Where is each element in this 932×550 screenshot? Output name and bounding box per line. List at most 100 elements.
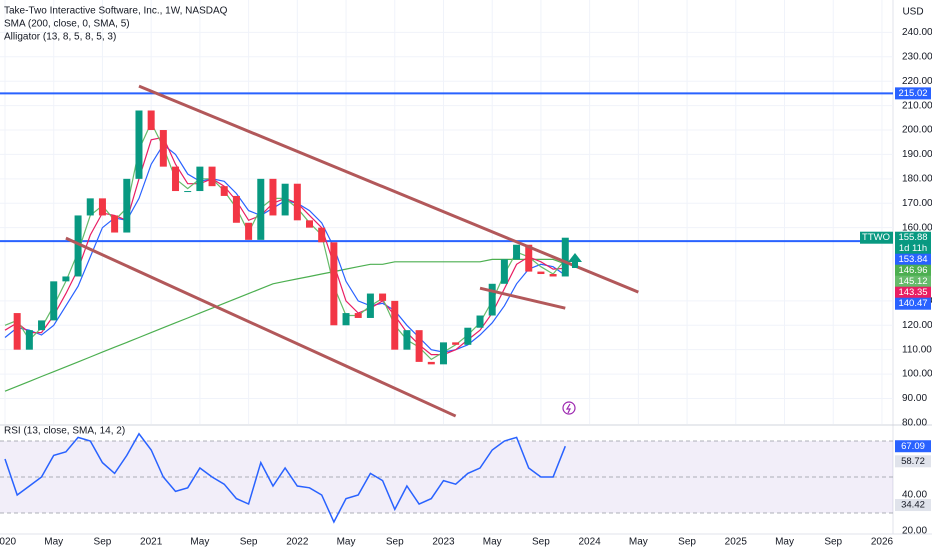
y-tick-label: 160.00	[902, 222, 932, 233]
price-tag	[895, 253, 931, 266]
price-pane	[0, 0, 893, 424]
chart-title: Take-Two Interactive Software, Inc., 1W,…	[4, 6, 228, 17]
candle	[74, 215, 82, 277]
candle	[525, 244, 533, 272]
candle	[415, 330, 423, 362]
candle	[366, 293, 374, 318]
candle	[549, 274, 557, 277]
trend-line	[479, 286, 566, 310]
x-tick-label: Sep	[94, 537, 112, 548]
rsi-line	[4, 432, 566, 524]
price-tag-label: 140.47	[898, 298, 927, 309]
y-tick-label: 110.00	[902, 344, 932, 355]
trend-line	[65, 236, 457, 418]
candle	[391, 300, 399, 350]
candle	[269, 178, 277, 216]
candle	[464, 327, 472, 345]
candle	[379, 293, 387, 301]
price-tag-label: 215.02	[898, 88, 927, 99]
x-tick-label: 2024	[579, 537, 602, 548]
candle	[62, 276, 70, 282]
symbol-tag	[860, 231, 893, 244]
candle	[245, 222, 253, 240]
candle	[86, 198, 94, 216]
candle	[342, 313, 350, 326]
x-tick-label: 2025	[725, 537, 748, 548]
y-tick-label: 200.00	[902, 125, 932, 136]
candle	[232, 195, 240, 223]
y-tick-label: 230.00	[902, 51, 932, 62]
price-tag	[895, 87, 931, 100]
candle	[476, 315, 484, 328]
y-tick-label: 220.00	[902, 76, 932, 87]
x-tick-label: 2026	[871, 537, 894, 548]
y-tick-label: 210.00	[902, 100, 932, 111]
rsi-legend: RSI (13, close, SMA, 14, 2)	[4, 426, 125, 437]
x-tick-label: 2020	[0, 537, 17, 548]
candle	[196, 166, 204, 192]
candle	[38, 320, 46, 331]
legend-entry: SMA (200, close, 0, SMA, 5)	[4, 19, 130, 30]
legend-entry: Alligator (13, 8, 5, 8, 5, 3)	[4, 32, 116, 43]
candle	[111, 215, 119, 233]
price-tag	[895, 231, 931, 244]
candle	[354, 313, 362, 318]
y-tick-label: 90.00	[902, 393, 927, 404]
candle	[25, 330, 33, 350]
candle	[403, 330, 411, 350]
candle	[98, 198, 106, 216]
price-tag	[895, 297, 931, 310]
currency: USD	[902, 7, 923, 18]
candle	[500, 259, 508, 284]
candle	[427, 361, 435, 365]
candle	[50, 281, 58, 321]
rsi-tag	[895, 499, 931, 512]
y-tick-label: 100.00	[902, 369, 932, 380]
price-tag-label: 153.84	[898, 254, 927, 265]
x-tick-label: May	[775, 537, 794, 548]
x-tick-label: Sep	[678, 537, 696, 548]
x-tick-label: Sep	[240, 537, 258, 548]
rsi-tick-label: 20.00	[902, 526, 927, 537]
candle	[135, 110, 143, 179]
x-tick-label: May	[629, 537, 648, 548]
y-tick-label: 170.00	[902, 198, 932, 209]
x-tick-label: Sep	[386, 537, 404, 548]
candle	[452, 342, 460, 345]
rsi-tick-label: 80.00	[902, 418, 927, 429]
trend-line	[138, 84, 639, 294]
event-icon[interactable]	[562, 401, 576, 415]
candle	[488, 283, 496, 316]
candle	[293, 183, 301, 221]
y-tick-label: 180.00	[902, 173, 932, 184]
candle	[147, 110, 155, 131]
price-tag-label: 143.35	[898, 287, 927, 298]
symbol-label: TTWO	[862, 232, 890, 243]
rsi-tag	[895, 440, 931, 453]
candle	[123, 178, 131, 233]
rsi-tag-label: 58.72	[901, 456, 925, 467]
price-tag-label: 146.96	[898, 265, 927, 276]
x-tick-label: May	[483, 537, 502, 548]
candle	[172, 166, 180, 192]
candle	[220, 186, 228, 196]
axes: 240.00 230.00 220.00 210.00 200.00 190.00 180.…	[0, 27, 932, 548]
rsi-tag-label: 34.42	[901, 500, 925, 511]
candle	[330, 242, 338, 326]
rsi-tag-label: 67.09	[901, 441, 925, 452]
price-tag-label: 145.12	[898, 276, 927, 287]
y-tick-label: 240.00	[902, 27, 932, 38]
rsi-tag	[895, 455, 931, 468]
x-tick-label: May	[337, 537, 356, 548]
candle	[208, 166, 216, 187]
candle	[159, 130, 167, 167]
candle	[318, 227, 326, 243]
y-tick-label: 190.00	[902, 149, 932, 160]
candle	[306, 220, 313, 228]
rsi-tick-label: 40.00	[902, 490, 927, 501]
price-tag-label: 155.88	[898, 232, 927, 243]
x-tick-label: Sep	[824, 537, 842, 548]
x-tick-label: Sep	[532, 537, 550, 548]
candle	[537, 271, 545, 275]
